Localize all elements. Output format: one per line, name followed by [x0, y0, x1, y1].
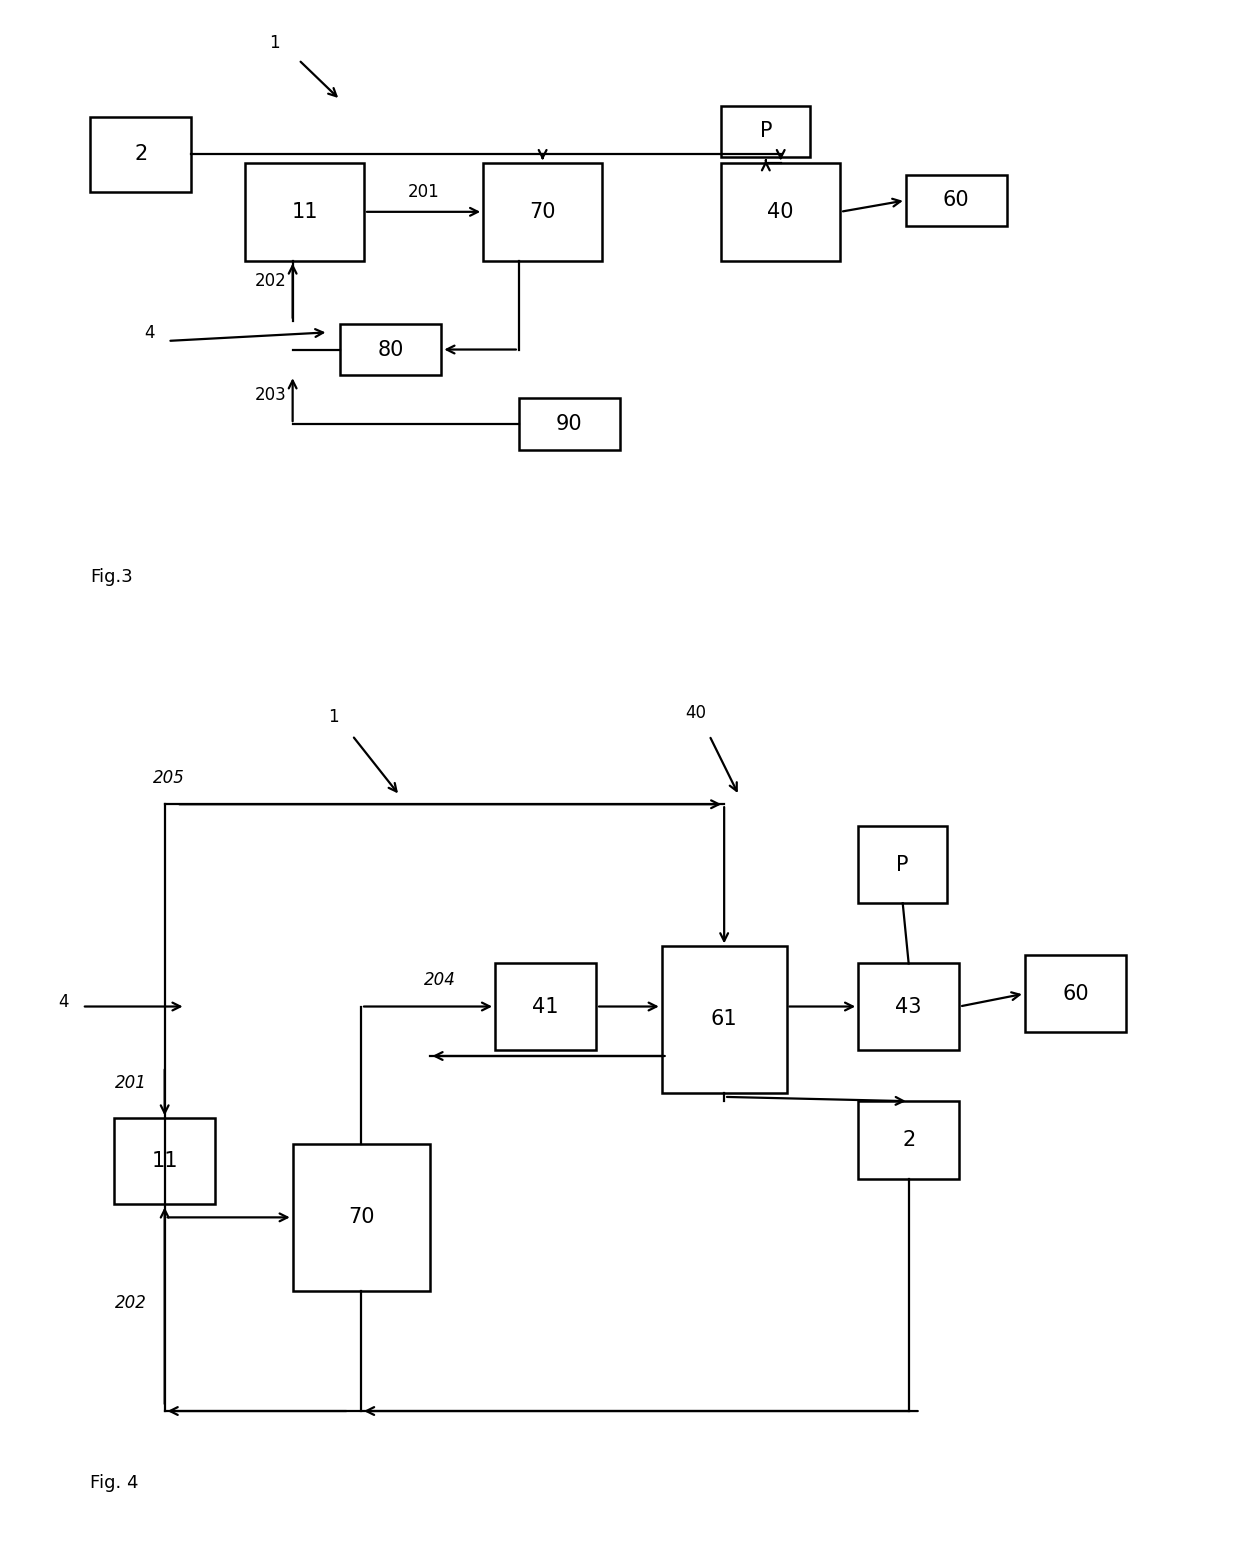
- Text: 43: 43: [895, 996, 921, 1016]
- FancyBboxPatch shape: [722, 163, 841, 261]
- Text: 4: 4: [58, 993, 68, 1010]
- Text: 2: 2: [134, 145, 148, 165]
- FancyBboxPatch shape: [246, 163, 365, 261]
- Text: 201: 201: [115, 1074, 146, 1092]
- Text: 1: 1: [329, 709, 339, 726]
- Text: 2: 2: [901, 1130, 915, 1150]
- Text: 61: 61: [711, 1010, 738, 1029]
- Text: 60: 60: [1061, 984, 1089, 1004]
- FancyBboxPatch shape: [340, 323, 441, 376]
- FancyBboxPatch shape: [662, 946, 786, 1092]
- Text: 70: 70: [529, 202, 556, 222]
- Text: 202: 202: [115, 1294, 146, 1312]
- Text: 202: 202: [255, 272, 286, 291]
- Text: 90: 90: [556, 413, 583, 434]
- FancyBboxPatch shape: [91, 117, 191, 191]
- Text: 11: 11: [151, 1152, 177, 1172]
- Text: 201: 201: [408, 183, 439, 202]
- Text: 40: 40: [768, 202, 794, 222]
- FancyBboxPatch shape: [905, 174, 1007, 227]
- Text: P: P: [897, 855, 909, 875]
- Text: 11: 11: [291, 202, 317, 222]
- FancyBboxPatch shape: [518, 398, 620, 451]
- FancyBboxPatch shape: [858, 1102, 960, 1178]
- FancyBboxPatch shape: [495, 963, 596, 1049]
- FancyBboxPatch shape: [293, 1144, 429, 1290]
- FancyBboxPatch shape: [722, 106, 811, 157]
- Text: 41: 41: [532, 996, 559, 1016]
- Text: 60: 60: [942, 190, 970, 210]
- FancyBboxPatch shape: [114, 1119, 216, 1204]
- Text: 80: 80: [378, 339, 404, 359]
- FancyBboxPatch shape: [484, 163, 603, 261]
- FancyBboxPatch shape: [858, 963, 960, 1049]
- Text: 205: 205: [153, 769, 185, 786]
- Text: 40: 40: [686, 704, 707, 723]
- Text: Fig. 4: Fig. 4: [91, 1475, 139, 1492]
- Text: P: P: [760, 121, 773, 141]
- Text: 204: 204: [424, 971, 455, 988]
- FancyBboxPatch shape: [858, 825, 947, 903]
- Text: 70: 70: [348, 1207, 374, 1228]
- Text: 4: 4: [144, 325, 154, 342]
- Text: 1: 1: [269, 34, 279, 53]
- Text: Fig.3: Fig.3: [91, 567, 133, 586]
- FancyBboxPatch shape: [1024, 954, 1126, 1032]
- Text: 203: 203: [255, 385, 286, 404]
